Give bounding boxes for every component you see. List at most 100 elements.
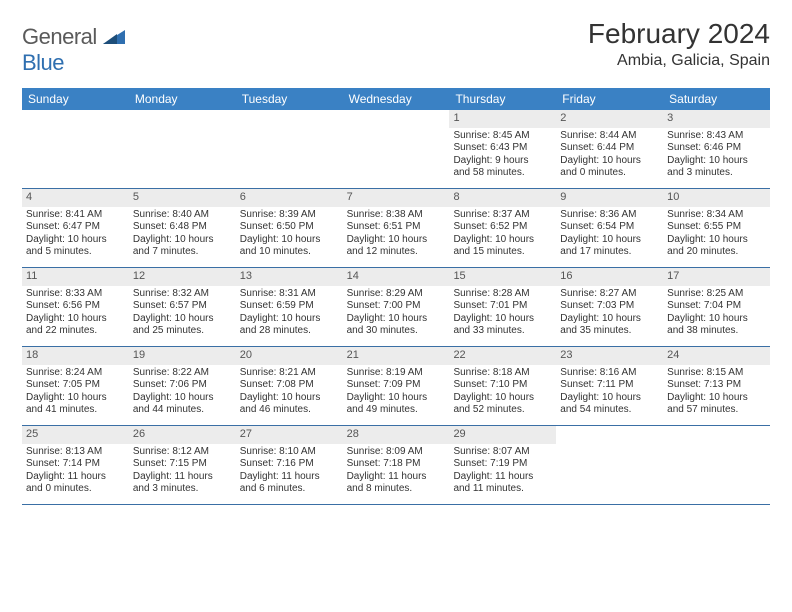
daylight1-text: Daylight: 10 hours xyxy=(453,392,552,405)
week-row: 25Sunrise: 8:13 AMSunset: 7:14 PMDayligh… xyxy=(22,426,770,505)
sunset-text: Sunset: 7:11 PM xyxy=(560,379,659,392)
day-cell: 4Sunrise: 8:41 AMSunset: 6:47 PMDaylight… xyxy=(22,189,129,267)
sunrise-text: Sunrise: 8:37 AM xyxy=(453,209,552,222)
sunset-text: Sunset: 7:06 PM xyxy=(133,379,232,392)
daylight2-text: and 8 minutes. xyxy=(347,483,446,496)
day-info: Sunrise: 8:41 AMSunset: 6:47 PMDaylight:… xyxy=(22,207,129,265)
daylight1-text: Daylight: 10 hours xyxy=(26,234,125,247)
sunrise-text: Sunrise: 8:24 AM xyxy=(26,367,125,380)
daylight1-text: Daylight: 10 hours xyxy=(560,392,659,405)
daylight1-text: Daylight: 10 hours xyxy=(240,234,339,247)
daylight2-text: and 35 minutes. xyxy=(560,325,659,338)
day-cell: 8Sunrise: 8:37 AMSunset: 6:52 PMDaylight… xyxy=(449,189,556,267)
logo-text: General Blue xyxy=(22,24,125,76)
sunrise-text: Sunrise: 8:38 AM xyxy=(347,209,446,222)
daylight1-text: Daylight: 10 hours xyxy=(667,313,766,326)
week-row: 18Sunrise: 8:24 AMSunset: 7:05 PMDayligh… xyxy=(22,347,770,426)
sunset-text: Sunset: 7:09 PM xyxy=(347,379,446,392)
day-cell xyxy=(129,110,236,188)
day-number: 13 xyxy=(236,268,343,286)
day-info: Sunrise: 8:44 AMSunset: 6:44 PMDaylight:… xyxy=(556,128,663,186)
day-info: Sunrise: 8:10 AMSunset: 7:16 PMDaylight:… xyxy=(236,444,343,502)
daylight1-text: Daylight: 10 hours xyxy=(133,234,232,247)
sunset-text: Sunset: 6:54 PM xyxy=(560,221,659,234)
sunrise-text: Sunrise: 8:34 AM xyxy=(667,209,766,222)
day-info: Sunrise: 8:13 AMSunset: 7:14 PMDaylight:… xyxy=(22,444,129,502)
sunset-text: Sunset: 6:43 PM xyxy=(453,142,552,155)
day-info: Sunrise: 8:31 AMSunset: 6:59 PMDaylight:… xyxy=(236,286,343,344)
sunrise-text: Sunrise: 8:07 AM xyxy=(453,446,552,459)
day-info: Sunrise: 8:15 AMSunset: 7:13 PMDaylight:… xyxy=(663,365,770,423)
daylight2-text: and 44 minutes. xyxy=(133,404,232,417)
sunset-text: Sunset: 7:19 PM xyxy=(453,458,552,471)
day-cell: 9Sunrise: 8:36 AMSunset: 6:54 PMDaylight… xyxy=(556,189,663,267)
sunset-text: Sunset: 6:59 PM xyxy=(240,300,339,313)
day-number: 5 xyxy=(129,189,236,207)
weeks-container: 1 Sunrise: 8:45 AMSunset: 6:43 PM Daylight… xyxy=(22,110,770,505)
day-info: Sunrise: 8:34 AMSunset: 6:55 PMDaylight:… xyxy=(663,207,770,265)
sunrise-text: Sunrise: 8:18 AM xyxy=(453,367,552,380)
day-info: Sunrise: 8:25 AMSunset: 7:04 PMDaylight:… xyxy=(663,286,770,344)
day-number: 4 xyxy=(22,189,129,207)
day-cell: 21Sunrise: 8:19 AMSunset: 7:09 PMDayligh… xyxy=(343,347,450,425)
sunset-text: Sunset: 6:52 PM xyxy=(453,221,552,234)
day-info: Sunrise: 8:43 AMSunset: 6:46 PMDaylight:… xyxy=(663,128,770,186)
sunrise-text: Sunrise: 8:21 AM xyxy=(240,367,339,380)
daylight1-text: Daylight: 11 hours xyxy=(133,471,232,484)
day-number: 29 xyxy=(449,426,556,444)
daylight1-text: Daylight: 11 hours xyxy=(240,471,339,484)
sunset-text: Sunset: 6:57 PM xyxy=(133,300,232,313)
day-cell xyxy=(22,110,129,188)
day-number: 12 xyxy=(129,268,236,286)
day-cell: 26Sunrise: 8:12 AMSunset: 7:15 PMDayligh… xyxy=(129,426,236,504)
day-cell: 29Sunrise: 8:07 AMSunset: 7:19 PMDayligh… xyxy=(449,426,556,504)
daylight2-text: and 58 minutes. xyxy=(453,167,552,180)
sunrise-text: Sunrise: 8:29 AM xyxy=(347,288,446,301)
day-cell: 6Sunrise: 8:39 AMSunset: 6:50 PMDaylight… xyxy=(236,189,343,267)
daylight2-text: and 11 minutes. xyxy=(453,483,552,496)
daylight1-text: Daylight: 10 hours xyxy=(26,392,125,405)
logo-blue: Blue xyxy=(22,50,64,75)
weekday-label: Sunday xyxy=(22,88,129,110)
day-number: 19 xyxy=(129,347,236,365)
sunrise-text: Sunrise: 8:45 AM xyxy=(453,130,552,143)
daylight2-text: and 15 minutes. xyxy=(453,246,552,259)
weekday-label: Friday xyxy=(556,88,663,110)
daylight1-text: Daylight: 10 hours xyxy=(560,155,659,168)
sunrise-text: Sunrise: 8:39 AM xyxy=(240,209,339,222)
sunrise-text: Sunrise: 8:10 AM xyxy=(240,446,339,459)
day-number: 23 xyxy=(556,347,663,365)
day-number: 1 xyxy=(449,110,556,128)
daylight1-text: Daylight: 10 hours xyxy=(453,313,552,326)
daylight2-text: and 3 minutes. xyxy=(133,483,232,496)
daylight1-text: Daylight: 11 hours xyxy=(347,471,446,484)
day-cell: 10Sunrise: 8:34 AMSunset: 6:55 PMDayligh… xyxy=(663,189,770,267)
daylight1-text: Daylight: 10 hours xyxy=(453,234,552,247)
daylight1-text: Daylight: 10 hours xyxy=(133,392,232,405)
day-cell: 20Sunrise: 8:21 AMSunset: 7:08 PMDayligh… xyxy=(236,347,343,425)
day-info: Sunrise: 8:18 AMSunset: 7:10 PMDaylight:… xyxy=(449,365,556,423)
day-cell xyxy=(343,110,450,188)
day-info: Sunrise: 8:39 AMSunset: 6:50 PMDaylight:… xyxy=(236,207,343,265)
day-cell xyxy=(663,426,770,504)
day-number: 28 xyxy=(343,426,450,444)
sunset-text: Sunset: 7:03 PM xyxy=(560,300,659,313)
day-number: 26 xyxy=(129,426,236,444)
logo: General Blue xyxy=(22,18,125,76)
day-number: 10 xyxy=(663,189,770,207)
daylight1-text: Daylight: 10 hours xyxy=(347,234,446,247)
daylight2-text: and 3 minutes. xyxy=(667,167,766,180)
day-cell: 17Sunrise: 8:25 AMSunset: 7:04 PMDayligh… xyxy=(663,268,770,346)
sunrise-text: Sunrise: 8:32 AM xyxy=(133,288,232,301)
sunrise-text: Sunrise: 8:40 AM xyxy=(133,209,232,222)
daylight1-text: Daylight: 10 hours xyxy=(347,313,446,326)
day-number: 25 xyxy=(22,426,129,444)
daylight2-text: and 17 minutes. xyxy=(560,246,659,259)
daylight2-text: and 22 minutes. xyxy=(26,325,125,338)
sunset-text: Sunset: 7:05 PM xyxy=(26,379,125,392)
weekday-label: Wednesday xyxy=(343,88,450,110)
daylight2-text: and 28 minutes. xyxy=(240,325,339,338)
day-number: 20 xyxy=(236,347,343,365)
day-info: Sunrise: 8:29 AMSunset: 7:00 PMDaylight:… xyxy=(343,286,450,344)
sunrise-text: Sunrise: 8:44 AM xyxy=(560,130,659,143)
